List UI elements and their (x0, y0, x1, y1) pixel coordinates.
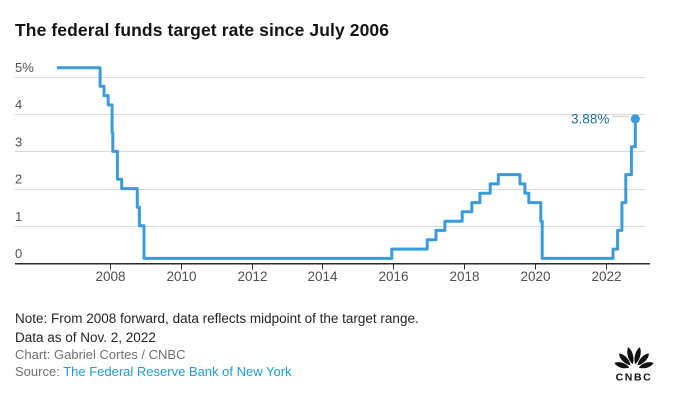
x-axis-label: 2020 (520, 269, 550, 284)
note-line-1: Note: From 2008 forward, data reflects m… (15, 311, 419, 326)
source-link[interactable]: The Federal Reserve Bank of New York (63, 364, 292, 379)
source-line: Source: The Federal Reserve Bank of New … (15, 364, 292, 379)
x-axis-label: 2012 (237, 269, 267, 284)
x-axis-label: 2008 (95, 269, 125, 284)
x-axis-label: 2022 (591, 269, 621, 284)
endpoint-annotation: 3.88% (571, 111, 609, 126)
page-title: The federal funds target rate since July… (15, 20, 390, 40)
source-label: Source: (15, 364, 64, 379)
note-line-2: Data as of Nov. 2, 2022 (15, 329, 156, 345)
y-axis-label: 0 (15, 246, 22, 261)
fed-funds-rate-chart: 5% 4 3 2 1 0 2008 2010 2012 2014 2016 2018 2020 2022 3… (15, 60, 650, 284)
y-axis-label: 4 (15, 97, 22, 112)
cnbc-wordmark: CNBC (616, 372, 653, 384)
x-axis-label: 2016 (378, 269, 408, 284)
cnbc-logo: CNBC (614, 347, 654, 384)
x-axis-label: 2010 (166, 269, 196, 284)
chart-credit: Chart: Gabriel Cortes / CNBC (15, 347, 186, 362)
endpoint-dot (630, 114, 640, 124)
chart-note: Note: From 2008 forward, data reflects m… (15, 310, 419, 347)
y-axis-label: 1 (15, 209, 22, 224)
rate-step-line (56, 66, 637, 260)
x-axis-label: 2014 (307, 269, 338, 284)
y-axis-label: 2 (15, 172, 22, 187)
y-axis-label: 5% (15, 60, 34, 75)
rate-step-chart-canvas: 5% 4 3 2 1 0 2008 2010 2012 2014 2016 2018 2020 2022 3… (15, 60, 650, 284)
y-axis-label: 3 (15, 134, 22, 149)
cnbc-peacock-icon (614, 347, 654, 369)
x-axis-label: 2018 (449, 269, 479, 284)
